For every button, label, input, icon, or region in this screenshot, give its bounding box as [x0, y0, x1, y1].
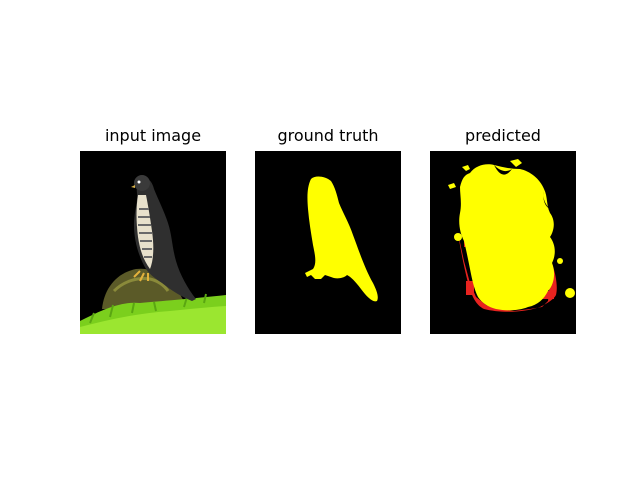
ground-truth-panel — [255, 151, 401, 334]
ground-truth-mask — [255, 151, 401, 334]
input-image-panel — [80, 151, 226, 334]
input-image — [80, 151, 226, 334]
ground-truth-title: ground truth — [277, 126, 379, 145]
predicted-title: predicted — [465, 126, 541, 145]
predicted-panel — [430, 151, 576, 334]
input-image-title: input image — [104, 126, 202, 145]
predicted-mask — [430, 151, 576, 334]
